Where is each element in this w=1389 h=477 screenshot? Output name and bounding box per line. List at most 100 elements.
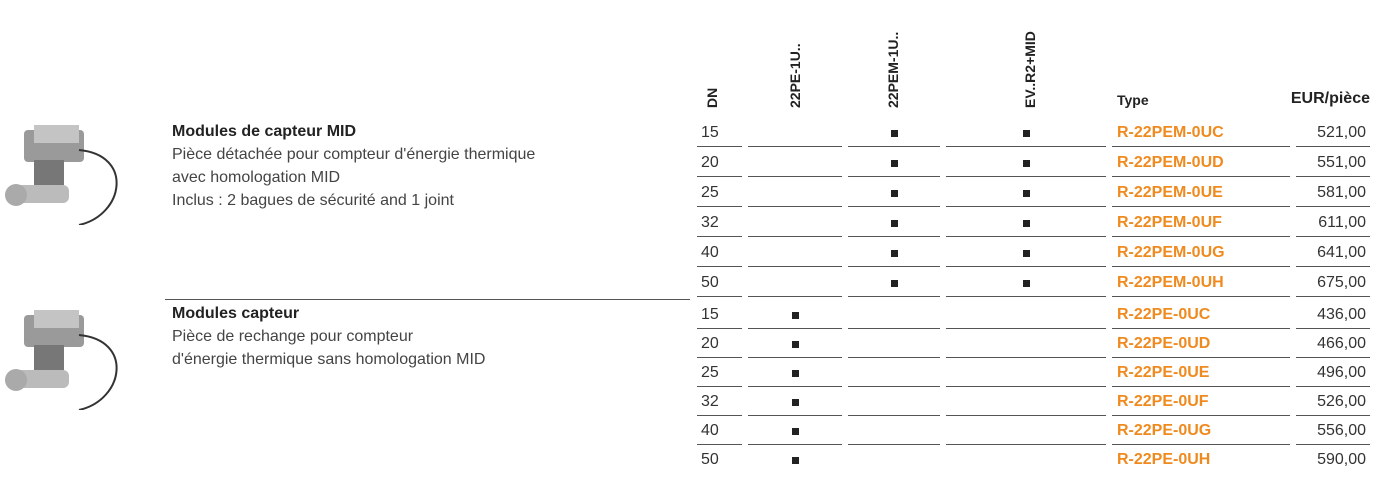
- availability-mark: [890, 250, 898, 257]
- dn-cell: 25: [697, 178, 742, 207]
- mark-cell: [748, 416, 842, 445]
- mark-cell: [748, 148, 842, 177]
- price-cell: 641,00: [1296, 238, 1370, 267]
- dn-cell: 50: [697, 268, 742, 297]
- column-header: DN: [704, 87, 720, 108]
- mark-cell: [946, 358, 1106, 387]
- availability-mark: [1022, 280, 1030, 287]
- mark-cell: [946, 238, 1106, 267]
- column-header: 22PEM-1U..: [885, 31, 901, 108]
- availability-mark: [890, 160, 898, 167]
- mark-cell: [848, 329, 940, 358]
- type-cell: R-22PEM-0UC: [1112, 118, 1290, 147]
- group-description: avec homologation MID: [172, 169, 341, 186]
- mark-cell: [848, 208, 940, 237]
- price-cell: 466,00: [1296, 329, 1370, 358]
- mark-cell: [848, 387, 940, 416]
- price-cell: 581,00: [1296, 178, 1370, 207]
- mark-cell: [848, 358, 940, 387]
- mark-cell: [946, 300, 1106, 329]
- mark-cell: [748, 178, 842, 207]
- mark-cell: [946, 118, 1106, 147]
- price-cell: 521,00: [1296, 118, 1370, 147]
- type-cell: R-22PE-0UE: [1112, 358, 1290, 387]
- type-cell: R-22PE-0UC: [1112, 300, 1290, 329]
- price-cell: 590,00: [1317, 451, 1366, 468]
- mark-cell: [946, 445, 1106, 474]
- mark-cell: [848, 416, 940, 445]
- price-cell: 436,00: [1296, 300, 1370, 329]
- mark-cell: [946, 148, 1106, 177]
- type-cell: R-22PE-0UF: [1112, 387, 1290, 416]
- mark-cell: [748, 300, 842, 329]
- mark-cell: [848, 148, 940, 177]
- availability-mark: [791, 312, 799, 319]
- price-cell: 496,00: [1296, 358, 1370, 387]
- dn-cell: 40: [697, 238, 742, 267]
- price-cell: 611,00: [1296, 208, 1370, 237]
- mark-cell: [748, 358, 842, 387]
- mark-cell: [946, 387, 1106, 416]
- group-description: d'énergie thermique sans homologation MI…: [172, 351, 486, 368]
- mark-cell: [748, 238, 842, 267]
- availability-mark: [890, 220, 898, 227]
- type-cell: R-22PEM-0UH: [1112, 268, 1290, 297]
- mark-cell: [946, 416, 1106, 445]
- mark-cell: [848, 445, 940, 474]
- mark-cell: [848, 268, 940, 297]
- price-cell: 551,00: [1296, 148, 1370, 177]
- mark-cell: [848, 178, 940, 207]
- mark-cell: [848, 238, 940, 267]
- product-image: [5, 310, 118, 410]
- availability-mark: [791, 428, 799, 435]
- group-description: Pièce détachée pour compteur d'énergie t…: [172, 146, 536, 163]
- type-cell: R-22PEM-0UE: [1112, 178, 1290, 207]
- mark-cell: [748, 268, 842, 297]
- availability-mark: [791, 341, 799, 348]
- mark-cell: [946, 208, 1106, 237]
- mark-cell: [748, 118, 842, 147]
- column-header: 22PE-1U..: [787, 43, 803, 108]
- column-header: EUR/pièce: [1290, 90, 1370, 107]
- mark-cell: [748, 329, 842, 358]
- availability-mark: [1022, 160, 1030, 167]
- group-description: Pièce de rechange pour compteur: [172, 328, 414, 345]
- availability-mark: [791, 457, 799, 464]
- type-cell: R-22PE-0UG: [1112, 416, 1290, 445]
- dn-cell: 32: [697, 387, 742, 416]
- group-separator: [165, 299, 690, 300]
- availability-mark: [1022, 130, 1030, 137]
- dn-cell: 25: [697, 358, 742, 387]
- availability-mark: [1022, 220, 1030, 227]
- dn-cell: 20: [697, 329, 742, 358]
- type-cell: R-22PEM-0UD: [1112, 148, 1290, 177]
- dn-cell: 15: [697, 118, 742, 147]
- availability-mark: [890, 190, 898, 197]
- dn-cell: 40: [697, 416, 742, 445]
- dn-cell: 32: [697, 208, 742, 237]
- type-cell: R-22PE-0UH: [1117, 451, 1211, 468]
- availability-mark: [1022, 250, 1030, 257]
- availability-mark: [791, 370, 799, 377]
- column-header: Type: [1117, 92, 1149, 108]
- price-cell: 556,00: [1296, 416, 1370, 445]
- mark-cell: [748, 387, 842, 416]
- type-cell: R-22PE-0UD: [1112, 329, 1290, 358]
- mark-cell: [946, 329, 1106, 358]
- mark-cell: [748, 208, 842, 237]
- group-title: Modules capteur: [172, 305, 300, 322]
- availability-mark: [890, 130, 898, 137]
- dn-cell: 20: [697, 148, 742, 177]
- type-cell: R-22PEM-0UF: [1112, 208, 1290, 237]
- dn-cell: 15: [697, 300, 742, 329]
- mark-cell: [848, 300, 940, 329]
- availability-mark: [791, 399, 799, 406]
- mark-cell: [946, 268, 1106, 297]
- availability-mark: [890, 280, 898, 287]
- type-cell: R-22PEM-0UG: [1112, 238, 1290, 267]
- column-header: EV..R2+MID: [1022, 31, 1038, 108]
- dn-cell: 50: [701, 451, 719, 468]
- mark-cell: [848, 118, 940, 147]
- price-cell: 675,00: [1296, 268, 1370, 297]
